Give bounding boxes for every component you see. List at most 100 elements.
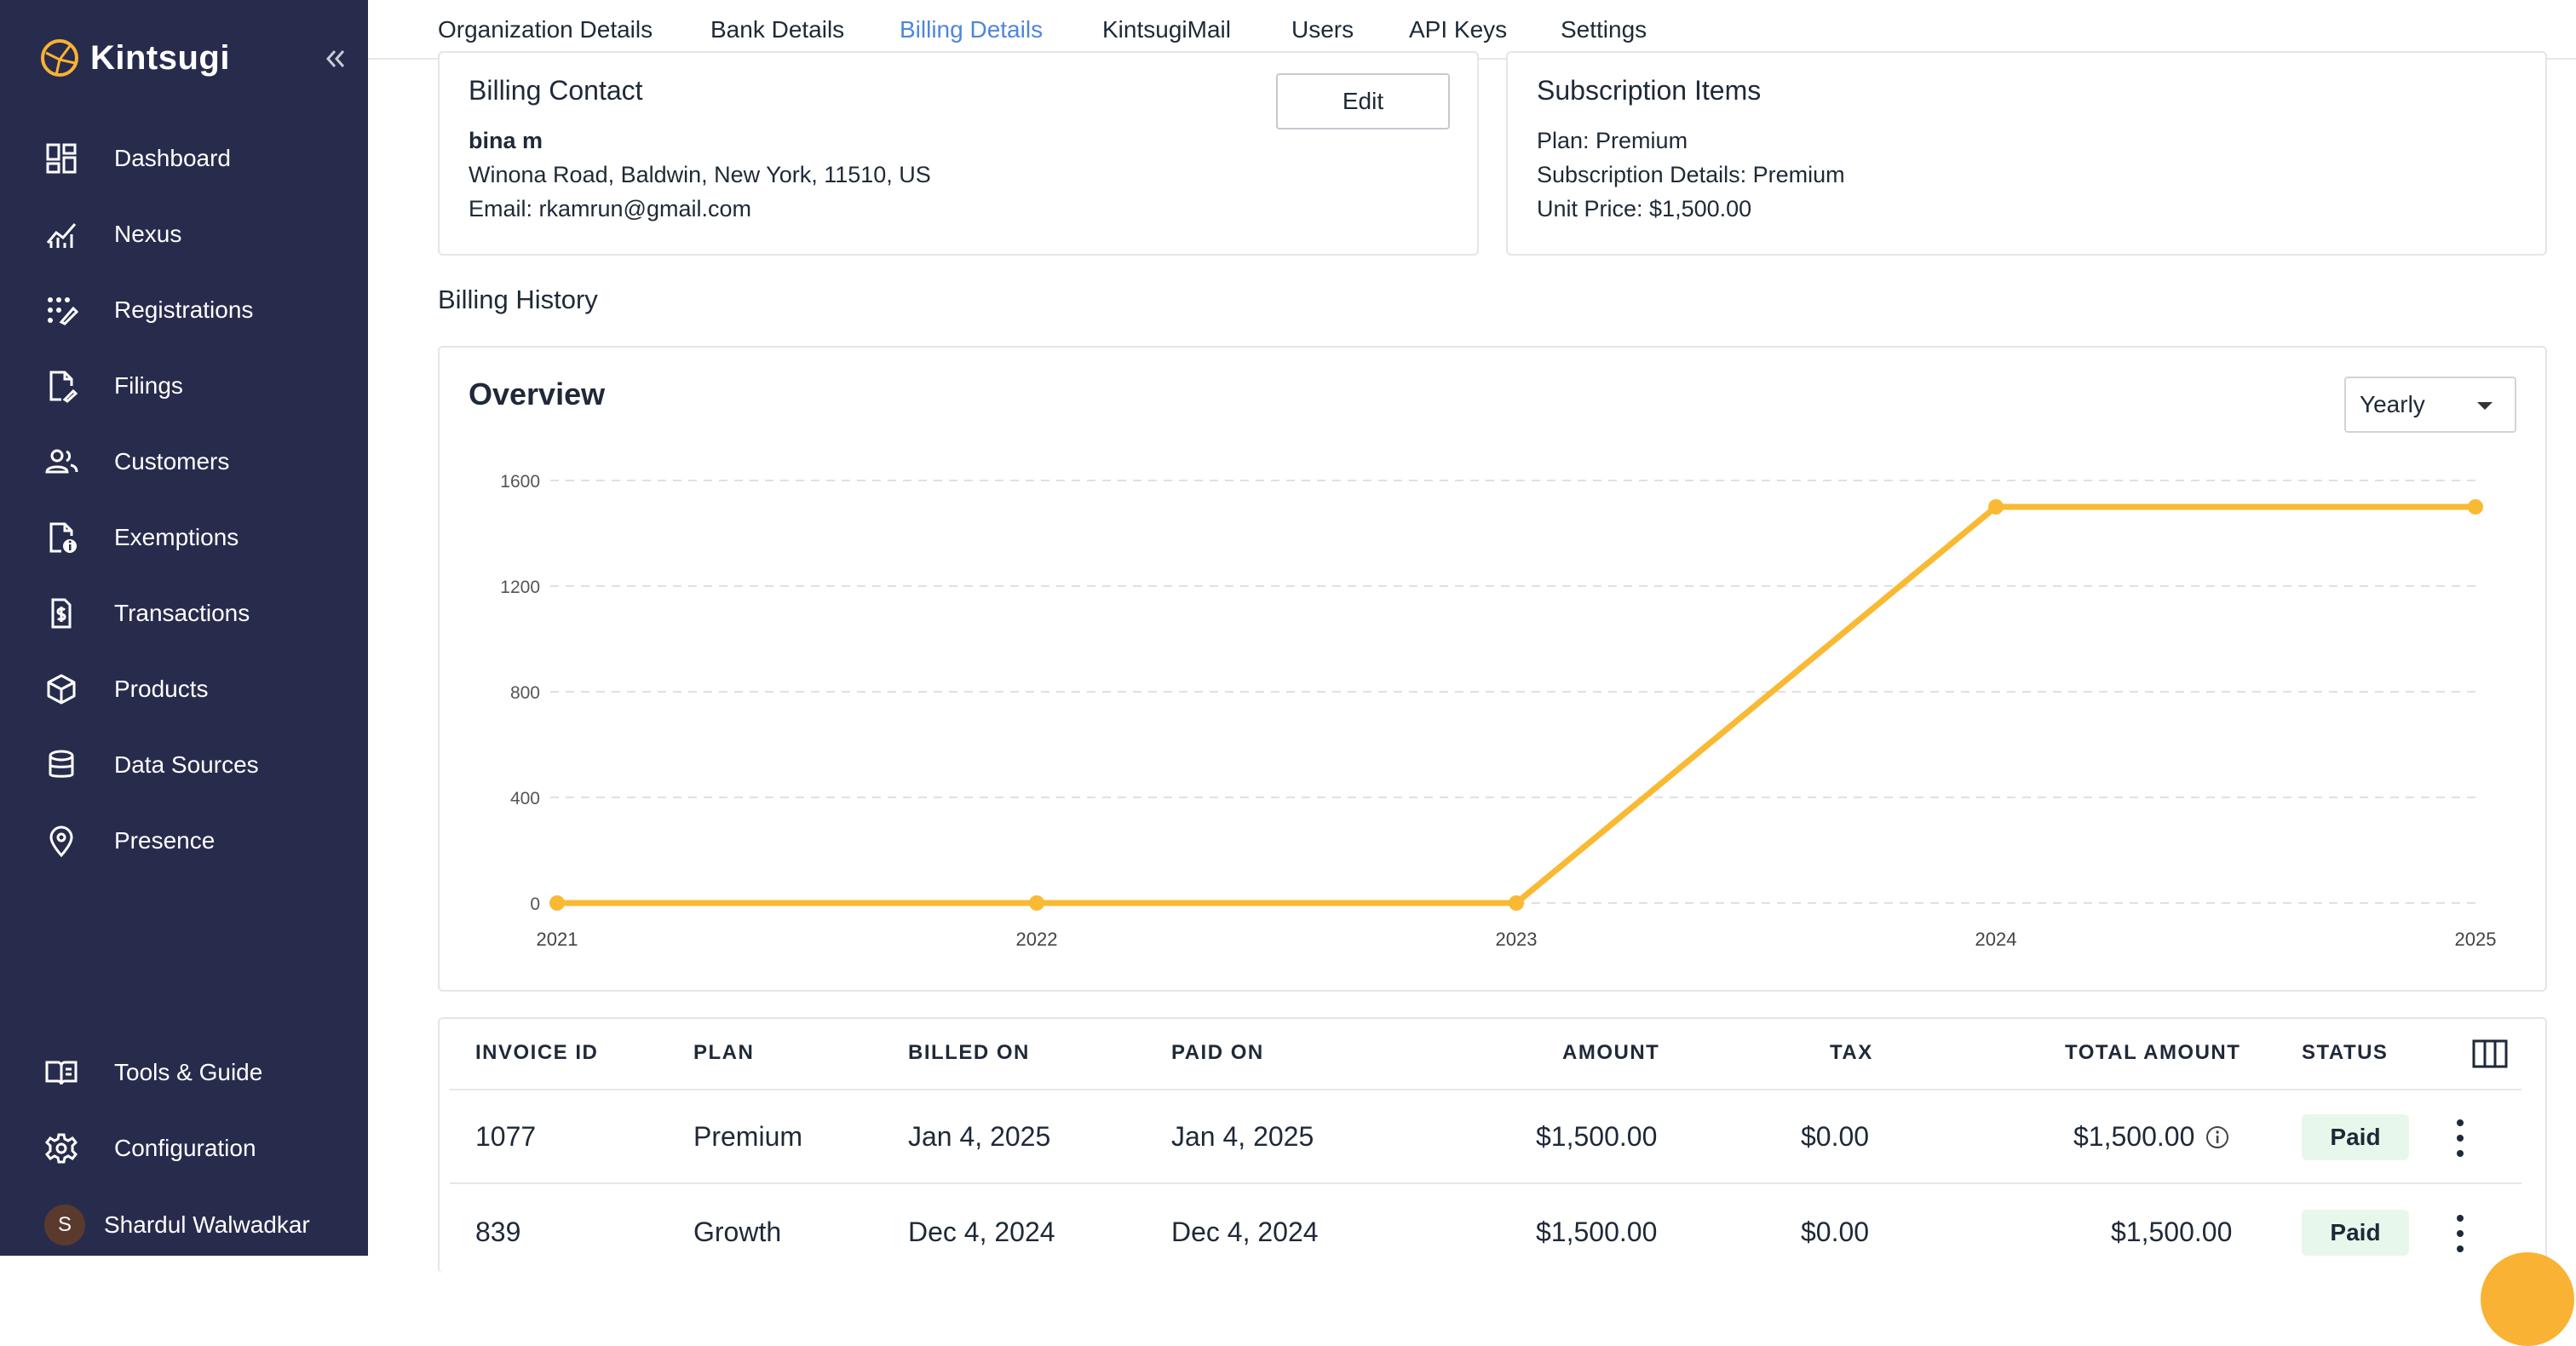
tab-billing-details[interactable]: Billing Details: [900, 16, 1044, 43]
sidebar-item-exemptions[interactable]: Exemptions: [43, 512, 349, 563]
sidebar-item-data-sources[interactable]: Data Sources: [43, 739, 349, 791]
sidebar-item-label: Nexus: [114, 221, 182, 247]
columns-icon[interactable]: [2472, 1039, 2508, 1068]
column-header-paid-on[interactable]: PAID ON: [1171, 1041, 1264, 1064]
subscription-plan: Plan: Premium: [1537, 128, 1688, 153]
y-tick-label: 400: [510, 789, 540, 808]
user-profile[interactable]: S Shardul Walwadkar: [44, 1205, 310, 1245]
tab-bank-details[interactable]: Bank Details: [710, 16, 845, 43]
cell-plan: Premium: [693, 1121, 803, 1152]
column-header-invoice-id[interactable]: INVOICE ID: [475, 1041, 599, 1064]
registrations-icon: [43, 291, 80, 329]
sidebar-item-products[interactable]: Products: [43, 664, 349, 715]
overview-title: Overview: [469, 377, 606, 411]
x-tick-label: 2025: [2455, 929, 2497, 950]
info-icon[interactable]: [2205, 1125, 2230, 1150]
billing-contact-email: Email: rkamrun@gmail.com: [469, 196, 751, 221]
brand-logo[interactable]: Kintsugi: [39, 36, 230, 80]
sidebar-item-dashboard[interactable]: Dashboard: [43, 133, 349, 184]
overview-line-chart: 0 400 800 1200 1600 2021 2022 2023 2024 2025: [500, 472, 2497, 950]
y-tick-label: 800: [510, 683, 540, 703]
cell-invoice-id: 839: [475, 1217, 521, 1247]
user-name: Shardul Walwadkar: [104, 1211, 310, 1238]
tab-kintsugimail[interactable]: KintsugiMail: [1102, 16, 1231, 43]
sidebar-item-nexus[interactable]: Nexus: [43, 209, 349, 260]
invoice-table: [438, 1017, 2547, 1273]
status-badge: Paid: [2302, 1114, 2409, 1160]
row-actions-kebab-icon[interactable]: [2452, 1215, 2469, 1252]
sidebar-item-tools-guide[interactable]: Tools & Guide: [43, 1047, 349, 1098]
x-tick-label: 2021: [537, 929, 578, 950]
users-icon: [43, 443, 80, 480]
help-chat-button[interactable]: [2481, 1252, 2574, 1346]
sidebar-item-label: Registrations: [114, 296, 254, 323]
cell-billed-on: Dec 4, 2024: [908, 1217, 1055, 1247]
sidebar-item-label: Configuration: [114, 1135, 256, 1161]
column-header-status[interactable]: STATUS: [2302, 1041, 2389, 1064]
box-icon: [43, 670, 80, 708]
tab-organization-details[interactable]: Organization Details: [438, 16, 653, 43]
column-header-billed-on[interactable]: BILLED ON: [908, 1041, 1030, 1064]
y-tick-label: 1600: [500, 472, 540, 492]
data-point: [2468, 499, 2483, 515]
sidebar-item-label: Tools & Guide: [114, 1059, 263, 1085]
data-point: [1029, 895, 1044, 911]
avatar: S: [44, 1205, 85, 1245]
cell-amount: $1,500.00: [1536, 1121, 1658, 1152]
subscription-items-card: Subscription Items Plan: Premium Subscri…: [1506, 51, 2547, 256]
y-tick-label: 1200: [500, 578, 540, 597]
gear-icon: [43, 1130, 80, 1167]
billing-contact-title: Billing Contact: [469, 75, 643, 106]
column-header-plan[interactable]: PLAN: [693, 1041, 755, 1064]
sidebar-item-presence[interactable]: Presence: [43, 815, 349, 866]
file-info-icon: [43, 519, 80, 556]
cell-total-amount: $1,500.00: [2111, 1217, 2233, 1247]
sidebar-item-label: Presence: [114, 827, 216, 854]
data-point: [549, 895, 565, 911]
tab-settings[interactable]: Settings: [1561, 16, 1647, 43]
sidebar-item-customers[interactable]: Customers: [43, 436, 349, 487]
tab-api-keys[interactable]: API Keys: [1409, 16, 1508, 43]
table-divider: [450, 1089, 2521, 1090]
receipt-dollar-icon: [43, 595, 80, 632]
sidebar-item-filings[interactable]: Filings: [43, 360, 349, 411]
column-header-amount[interactable]: AMOUNT: [1562, 1041, 1660, 1064]
collapse-sidebar-button[interactable]: [319, 43, 351, 75]
data-point: [1988, 499, 2004, 515]
row-actions-kebab-icon[interactable]: [2452, 1119, 2469, 1157]
sidebar-item-label: Customers: [114, 448, 230, 475]
tab-users[interactable]: Users: [1291, 16, 1354, 43]
cell-billed-on: Jan 4, 2025: [908, 1121, 1051, 1152]
cell-tax: $0.00: [1801, 1217, 1870, 1247]
period-select[interactable]: Yearly: [2344, 377, 2516, 433]
book-icon: [43, 1054, 80, 1091]
sidebar-item-registrations[interactable]: Registrations: [43, 285, 349, 336]
cell-paid-on: Jan 4, 2025: [1171, 1121, 1314, 1152]
period-select-value: Yearly: [2360, 391, 2425, 417]
subscription-title: Subscription Items: [1537, 75, 1762, 106]
x-tick-label: 2024: [1975, 929, 2017, 950]
billing-contact-name: bina m: [469, 128, 543, 153]
sidebar-item-label: Filings: [114, 372, 183, 399]
billing-history-title: Billing History: [438, 285, 598, 314]
column-header-tax[interactable]: TAX: [1830, 1041, 1873, 1064]
sidebar-item-label: Products: [114, 676, 209, 702]
sidebar-item-label: Data Sources: [114, 751, 259, 778]
edit-button[interactable]: Edit: [1276, 73, 1450, 129]
sidebar-item-label: Transactions: [114, 600, 250, 626]
sidebar-item-configuration[interactable]: Configuration: [43, 1123, 349, 1174]
cell-invoice-id: 1077: [475, 1121, 537, 1152]
column-header-total-amount[interactable]: TOTAL AMOUNT: [2065, 1041, 2241, 1064]
overview-chart-card: Overview Yearly 0 400 800 1200 1600 2021 2022 2…: [438, 346, 2547, 992]
sidebar-item-transactions[interactable]: Transactions: [43, 588, 349, 639]
database-icon: [43, 746, 80, 784]
billing-contact-address: Winona Road, Baldwin, New York, 11510, U…: [469, 162, 931, 187]
chart-line-icon: [43, 216, 80, 253]
status-badge: Paid: [2302, 1210, 2409, 1256]
kintsugi-logo-icon: [41, 39, 78, 77]
y-tick-label: 0: [530, 894, 540, 914]
double-chevron-left-icon: [325, 50, 345, 67]
x-tick-label: 2022: [1016, 929, 1058, 950]
cell-amount: $1,500.00: [1536, 1217, 1658, 1247]
file-edit-icon: [43, 367, 80, 405]
